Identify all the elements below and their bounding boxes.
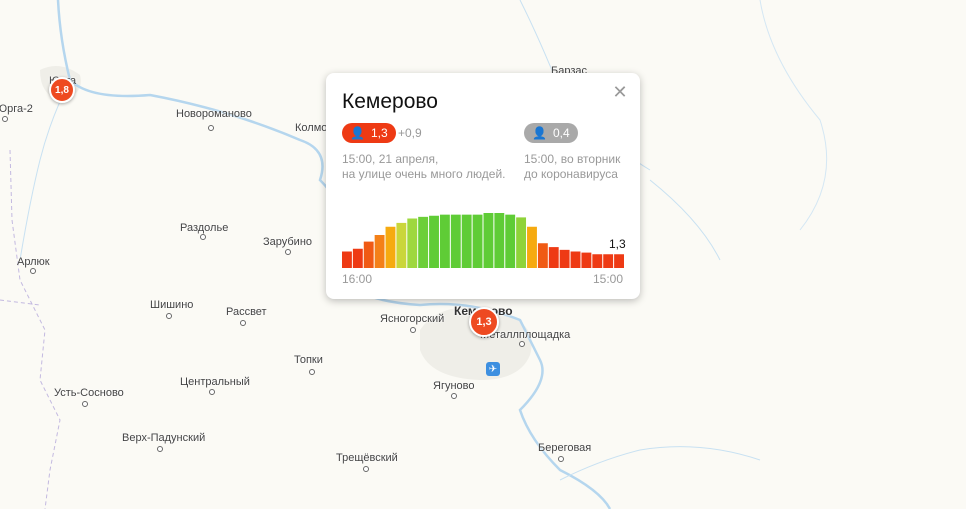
place-dot bbox=[451, 393, 457, 399]
place-label: Зарубино bbox=[263, 236, 313, 248]
load-delta: +0,9 bbox=[398, 126, 422, 140]
place-label: Усть-Сосново bbox=[54, 387, 124, 399]
current-load-badge: 👤 1,3 bbox=[342, 123, 396, 143]
place-label: Ясногорский bbox=[380, 313, 445, 325]
load-bar[interactable] bbox=[439, 214, 450, 268]
load-bar[interactable] bbox=[548, 247, 559, 268]
city-popup: Кемерово ✕ 👤 1,3 +0,9 👤 0,4 15:00, 21 ап… bbox=[326, 73, 640, 299]
place-label: Шишино bbox=[150, 299, 194, 311]
load-bar[interactable] bbox=[581, 252, 592, 268]
place-dot bbox=[82, 401, 88, 407]
load-bar[interactable] bbox=[516, 217, 527, 268]
place-label: Арлюк bbox=[17, 256, 50, 268]
place-dot bbox=[363, 466, 369, 472]
load-bar[interactable] bbox=[363, 241, 374, 268]
place-dot bbox=[157, 446, 163, 452]
place-label: Центральный bbox=[180, 376, 250, 388]
current-bar-label: 1,3 bbox=[609, 237, 626, 251]
airport-icon[interactable]: ✈ bbox=[486, 362, 500, 376]
load-bar[interactable] bbox=[385, 226, 396, 268]
load-bar[interactable] bbox=[494, 213, 505, 268]
load-bar[interactable] bbox=[603, 254, 614, 268]
axis-end-label: 15:00 bbox=[593, 272, 624, 286]
current-description: 15:00, 21 апреля, на улице очень много л… bbox=[342, 152, 506, 182]
place-label: Береговая bbox=[538, 442, 592, 454]
load-bar[interactable] bbox=[450, 214, 461, 268]
previous-load-badge: 👤 0,4 bbox=[524, 123, 578, 143]
load-pin-kemerovo[interactable]: 1,3 bbox=[469, 307, 499, 337]
load-bar-chart bbox=[342, 213, 624, 269]
load-bar[interactable] bbox=[592, 254, 603, 268]
place-dot bbox=[166, 313, 172, 319]
place-dot bbox=[558, 456, 564, 462]
person-icon: 👤 bbox=[350, 126, 365, 140]
place-dot bbox=[208, 125, 214, 131]
person-icon: 👤 bbox=[532, 126, 547, 140]
place-label: Металлплощадка bbox=[480, 329, 571, 341]
load-bar[interactable] bbox=[396, 222, 407, 268]
close-icon[interactable]: ✕ bbox=[612, 82, 628, 102]
previous-desc-line2: до коронавируса bbox=[524, 167, 618, 181]
place-label: Ягуново bbox=[433, 380, 475, 392]
load-bar[interactable] bbox=[461, 214, 472, 268]
place-dot bbox=[200, 234, 206, 240]
place-dot bbox=[209, 389, 215, 395]
place-dot bbox=[240, 320, 246, 326]
place-dot bbox=[30, 268, 36, 274]
place-dot bbox=[410, 327, 416, 333]
place-label: Топки bbox=[294, 354, 323, 366]
popup-title: Кемерово bbox=[342, 90, 438, 113]
place-label: Юрга-2 bbox=[0, 103, 33, 115]
load-bar[interactable] bbox=[537, 243, 548, 268]
load-bar[interactable] bbox=[407, 218, 418, 269]
place-dot bbox=[2, 116, 8, 122]
place-label: Рассвет bbox=[226, 306, 267, 318]
place-dot bbox=[519, 341, 525, 347]
current-load-value: 1,3 bbox=[370, 126, 388, 140]
load-bar[interactable] bbox=[505, 214, 516, 268]
previous-desc-line1: 15:00, во вторник bbox=[524, 152, 621, 166]
load-bar[interactable] bbox=[559, 249, 570, 268]
load-bar[interactable] bbox=[342, 251, 352, 269]
previous-load-value: 0,4 bbox=[552, 126, 570, 140]
load-bar[interactable] bbox=[418, 216, 429, 268]
place-label: Новороманово bbox=[176, 108, 252, 120]
previous-description: 15:00, во вторник до коронавируса bbox=[524, 152, 620, 182]
place-dot bbox=[285, 249, 291, 255]
load-bar[interactable] bbox=[472, 214, 483, 268]
load-bar[interactable] bbox=[374, 235, 385, 268]
load-pin-yurga[interactable]: 1,8 bbox=[49, 77, 75, 103]
current-desc-line1: 15:00, 21 апреля, bbox=[342, 152, 439, 166]
load-bar[interactable] bbox=[429, 215, 439, 268]
place-label: Верх-Падунский bbox=[122, 432, 206, 444]
load-bar[interactable] bbox=[352, 248, 363, 268]
load-bar[interactable] bbox=[483, 213, 494, 268]
place-label: Трещёвский bbox=[336, 452, 398, 464]
place-dot bbox=[309, 369, 315, 375]
load-bar[interactable] bbox=[570, 251, 581, 269]
load-bar[interactable] bbox=[614, 254, 624, 268]
current-desc-line2: на улице очень много людей. bbox=[342, 167, 506, 181]
axis-start-label: 16:00 bbox=[342, 272, 373, 286]
load-bar[interactable] bbox=[527, 226, 537, 268]
place-label: Раздолье bbox=[180, 222, 229, 234]
